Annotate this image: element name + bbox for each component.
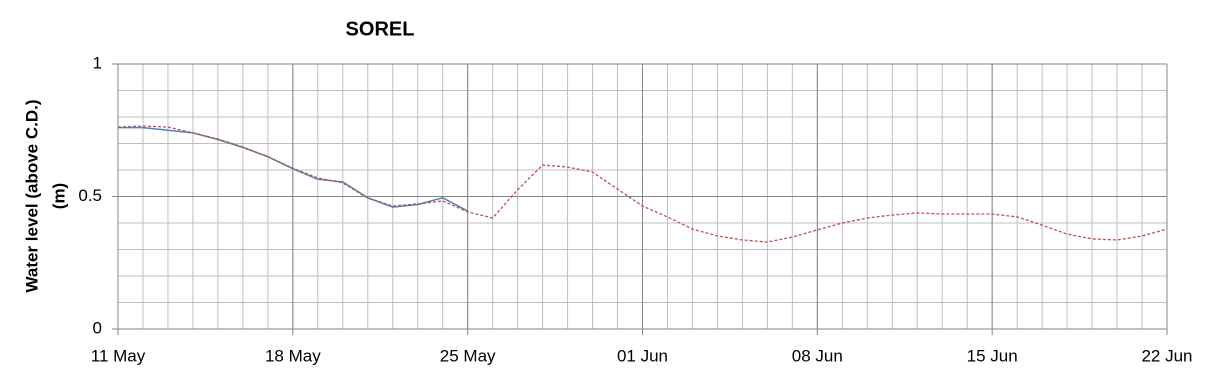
series-line bbox=[117, 125, 1168, 243]
y-tick-label: 0 bbox=[93, 318, 102, 337]
x-tick-label: 18 May bbox=[265, 346, 321, 365]
x-tick-label: 25 May bbox=[440, 346, 496, 365]
y-tick-label: 1 bbox=[93, 53, 102, 72]
x-tick-label: 22 Jun bbox=[1141, 346, 1192, 365]
chart-title: SOREL bbox=[346, 18, 415, 40]
y-axis-label: Water level (above C.D.) bbox=[22, 99, 41, 292]
x-tick-label: 01 Jun bbox=[617, 346, 668, 365]
y-axis-label: (m) bbox=[49, 183, 68, 209]
x-tick-label: 15 Jun bbox=[967, 346, 1018, 365]
x-tick-label: 11 May bbox=[91, 346, 146, 365]
y-tick-label: 0.5 bbox=[78, 186, 102, 205]
x-tick-label: 08 Jun bbox=[792, 346, 843, 365]
